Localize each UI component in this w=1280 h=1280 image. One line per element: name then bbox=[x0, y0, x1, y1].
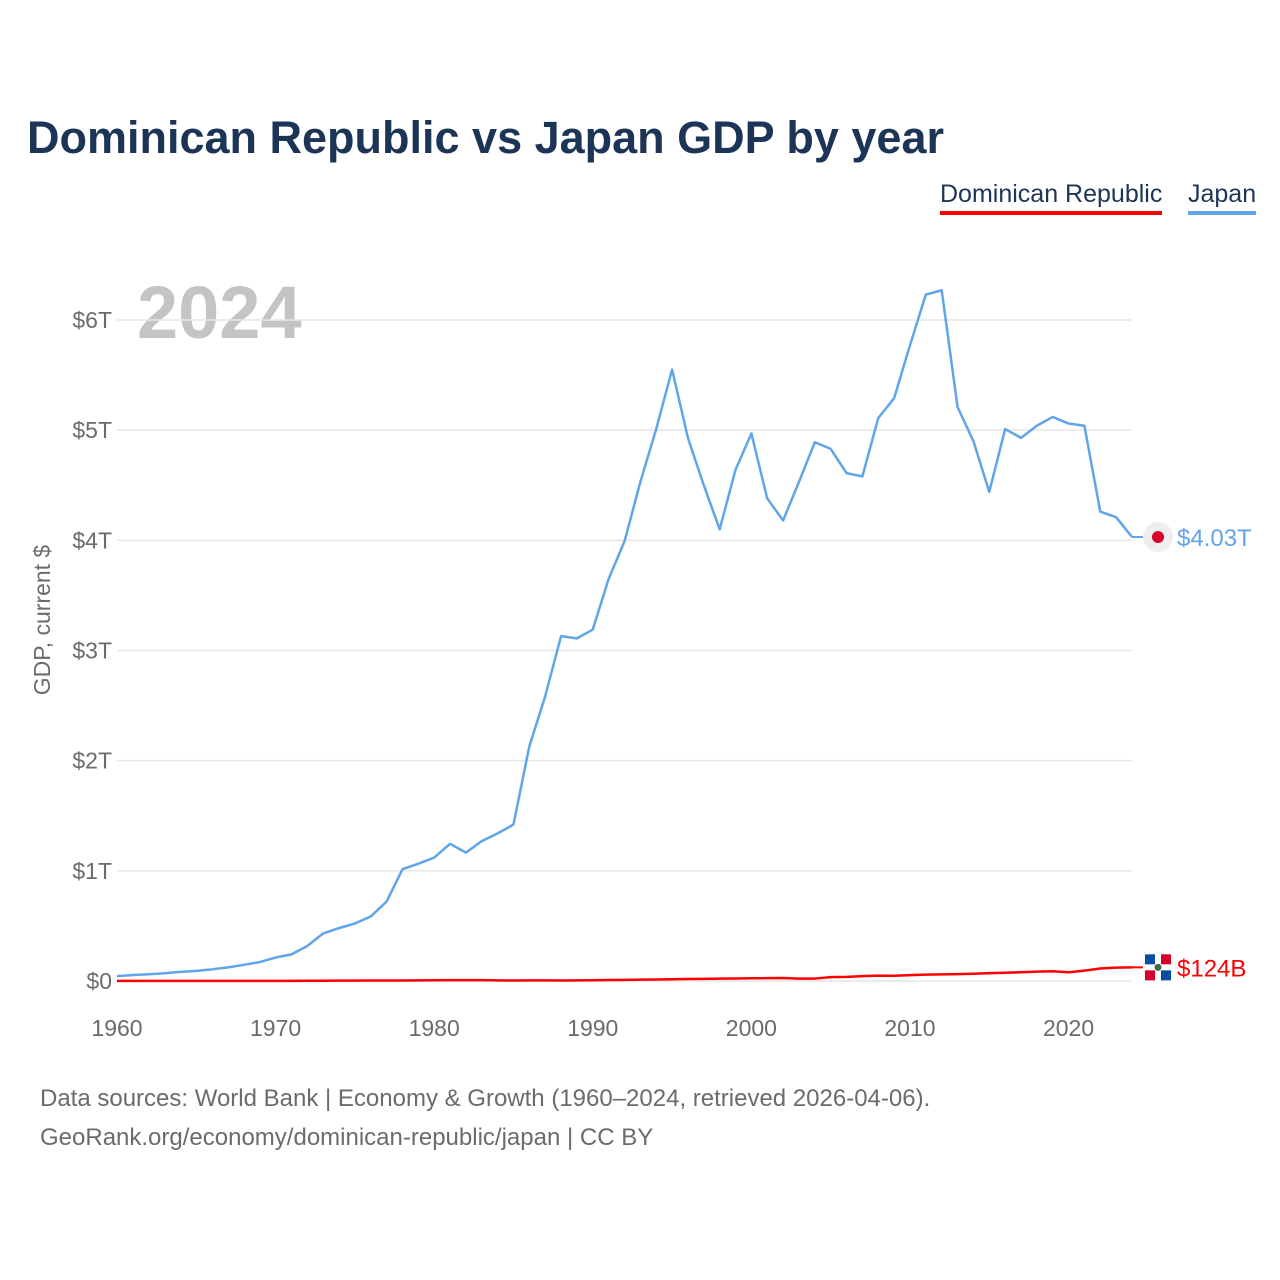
legend-item-dominican-republic[interactable]: Dominican Republic bbox=[940, 180, 1163, 215]
footer-sources: Data sources: World Bank | Economy & Gro… bbox=[40, 1085, 931, 1112]
y-tick-label: $2T bbox=[72, 748, 112, 774]
flag-dr-quadrant-icon bbox=[1145, 967, 1158, 981]
y-tick-label: $6T bbox=[72, 307, 112, 333]
y-tick-label: $1T bbox=[72, 858, 112, 884]
footer-link[interactable]: GeoRank.org/economy/dominican-republic/j… bbox=[40, 1124, 654, 1151]
x-tick-label: 2000 bbox=[726, 1015, 777, 1041]
y-tick-label: $3T bbox=[72, 637, 112, 663]
x-tick-label: 1990 bbox=[567, 1015, 618, 1041]
series-line-japan bbox=[116, 288, 1133, 978]
x-tick-label: 1980 bbox=[409, 1015, 460, 1041]
y-tick-label: $4T bbox=[72, 527, 112, 553]
flag-japan-disc-icon bbox=[1152, 531, 1164, 544]
x-tick-label: 1970 bbox=[250, 1015, 301, 1041]
flag-dr-quadrant-icon bbox=[1145, 954, 1158, 968]
flag-dr-quadrant-icon bbox=[1158, 967, 1171, 981]
end-value-label-dominican-republic: $124B bbox=[1177, 955, 1246, 982]
y-axis-label: GDP, current $ bbox=[29, 545, 55, 696]
flag-dr-emblem-icon bbox=[1154, 963, 1162, 971]
y-tick-label: $0 bbox=[86, 968, 112, 994]
chart-title: Dominican Republic vs Japan GDP by year bbox=[27, 112, 944, 163]
year-label: 2024 bbox=[137, 271, 302, 354]
x-tick-label: 2010 bbox=[884, 1015, 935, 1041]
end-value-label-japan: $4.03T bbox=[1177, 525, 1252, 552]
x-tick-label: 2020 bbox=[1043, 1015, 1094, 1041]
x-tick-label: 1960 bbox=[91, 1015, 142, 1041]
series-line-dominican-republic bbox=[117, 966, 1133, 983]
y-tick-label: $5T bbox=[72, 417, 112, 443]
flag-dr-quadrant-icon bbox=[1158, 954, 1171, 968]
legend-item-japan[interactable]: Japan bbox=[1188, 180, 1257, 215]
